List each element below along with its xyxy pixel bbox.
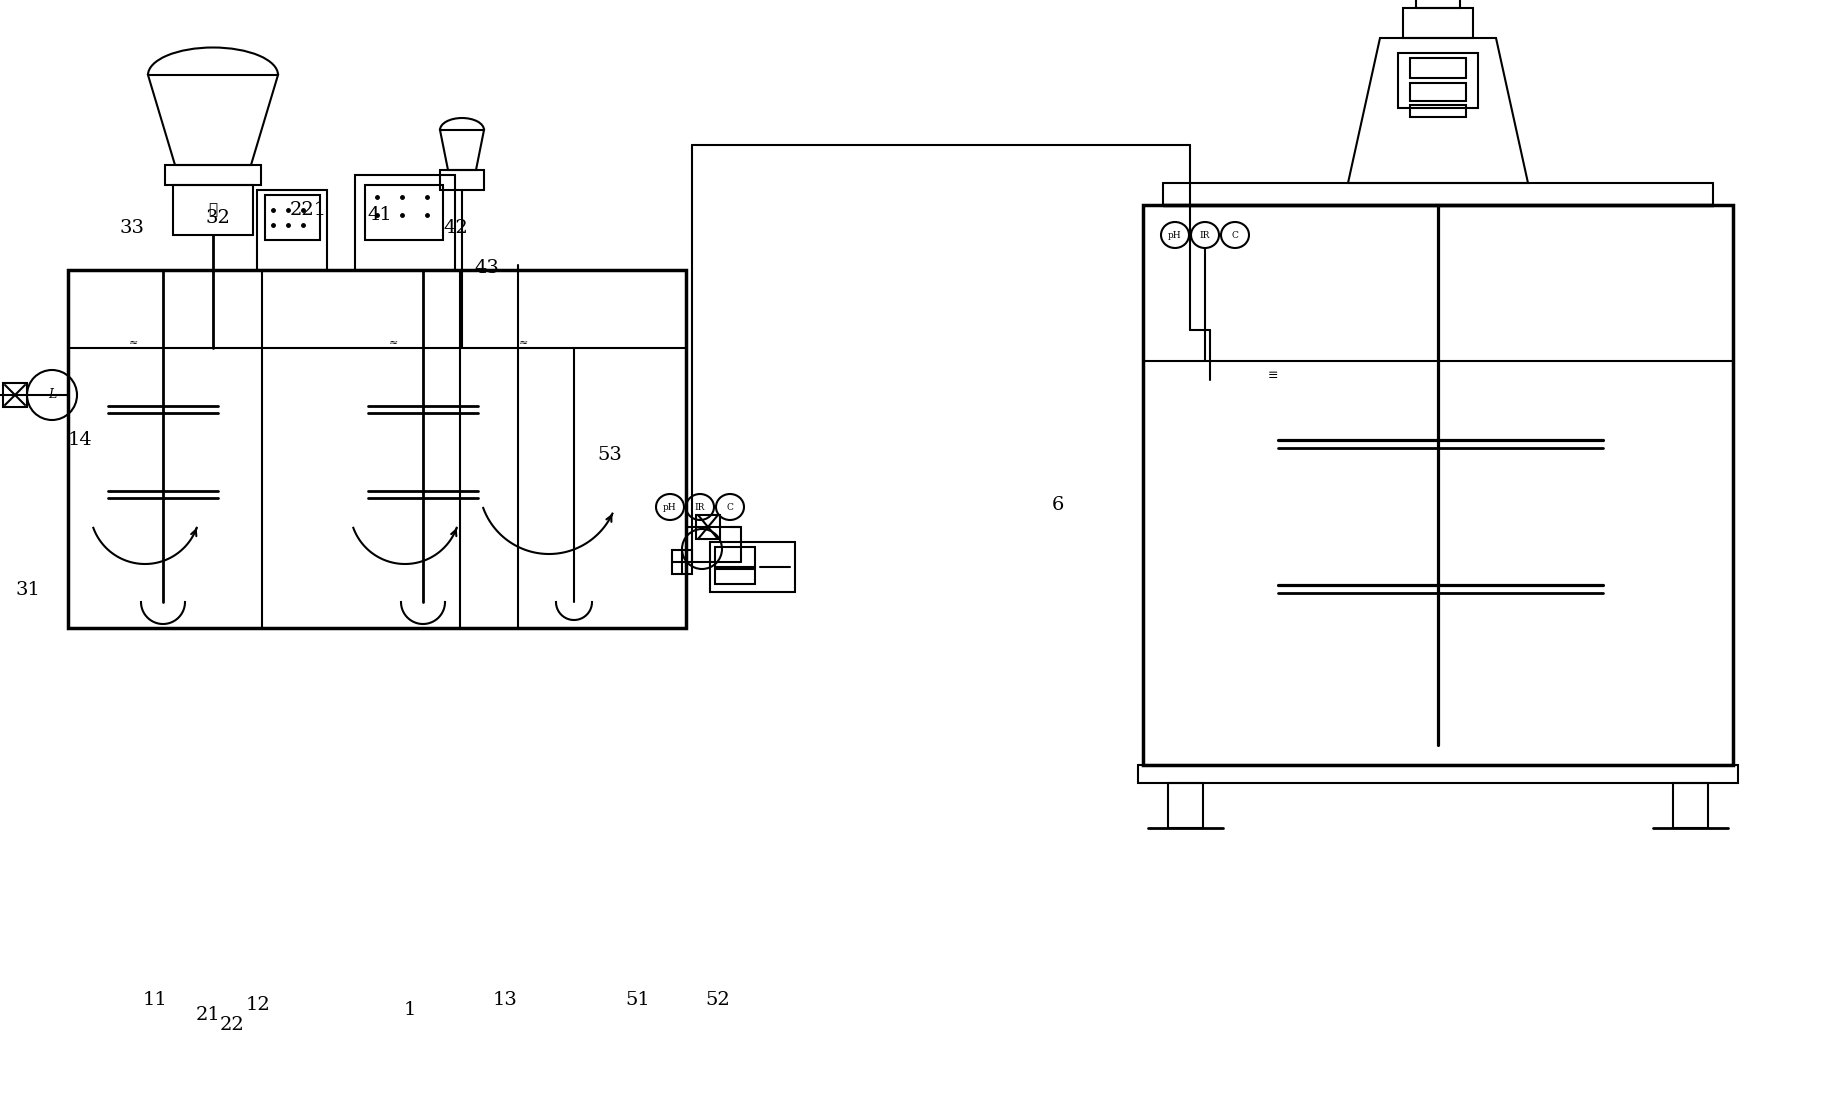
Text: ⚙: ⚙ [209,203,217,217]
Text: 12: 12 [246,996,270,1014]
Text: 32: 32 [206,209,231,227]
Text: ≈: ≈ [520,338,529,348]
Bar [1416,0,1460,8]
Bar [1138,765,1739,783]
Text: pH: pH [663,503,677,512]
Bar [714,547,755,567]
Text: ≈: ≈ [387,338,398,348]
Bar [173,185,253,235]
Bar [1673,783,1707,828]
Text: 31: 31 [15,580,40,599]
Text: 22: 22 [220,1016,244,1034]
Text: 43: 43 [474,259,499,277]
Bar [68,270,687,628]
Bar [257,190,327,270]
Text: ≡: ≡ [1267,369,1278,383]
Bar [1410,105,1465,117]
Bar [1410,83,1465,101]
Text: 53: 53 [597,446,622,464]
Text: 51: 51 [626,991,650,1009]
Bar [1144,205,1733,765]
Bar [264,195,319,240]
Bar [672,550,692,574]
Bar [696,515,720,539]
Text: 221: 221 [290,201,327,219]
Text: 42: 42 [444,219,468,237]
Text: C: C [1232,230,1239,239]
Bar [4,383,28,407]
Text: 11: 11 [143,991,167,1009]
Text: 21: 21 [196,1006,220,1024]
Bar [354,175,455,270]
Bar [711,542,795,592]
Bar [1168,783,1203,828]
Text: IR: IR [694,503,705,512]
Bar [714,569,755,584]
Bar [1397,53,1478,108]
Text: C: C [727,503,733,512]
Text: 33: 33 [119,219,145,237]
Bar [165,165,261,185]
Text: 14: 14 [68,431,92,449]
Bar [1410,58,1465,78]
Text: 13: 13 [492,991,518,1009]
Text: L: L [48,388,57,401]
Text: ≈: ≈ [129,338,138,348]
Text: pH: pH [1168,230,1182,239]
Text: 52: 52 [705,991,731,1009]
Text: 41: 41 [367,206,393,224]
Text: 1: 1 [404,1001,417,1019]
Bar [441,170,485,190]
Bar [365,185,442,240]
Text: IR: IR [1199,230,1210,239]
Bar [1403,8,1472,38]
Text: 6: 6 [1052,496,1065,514]
